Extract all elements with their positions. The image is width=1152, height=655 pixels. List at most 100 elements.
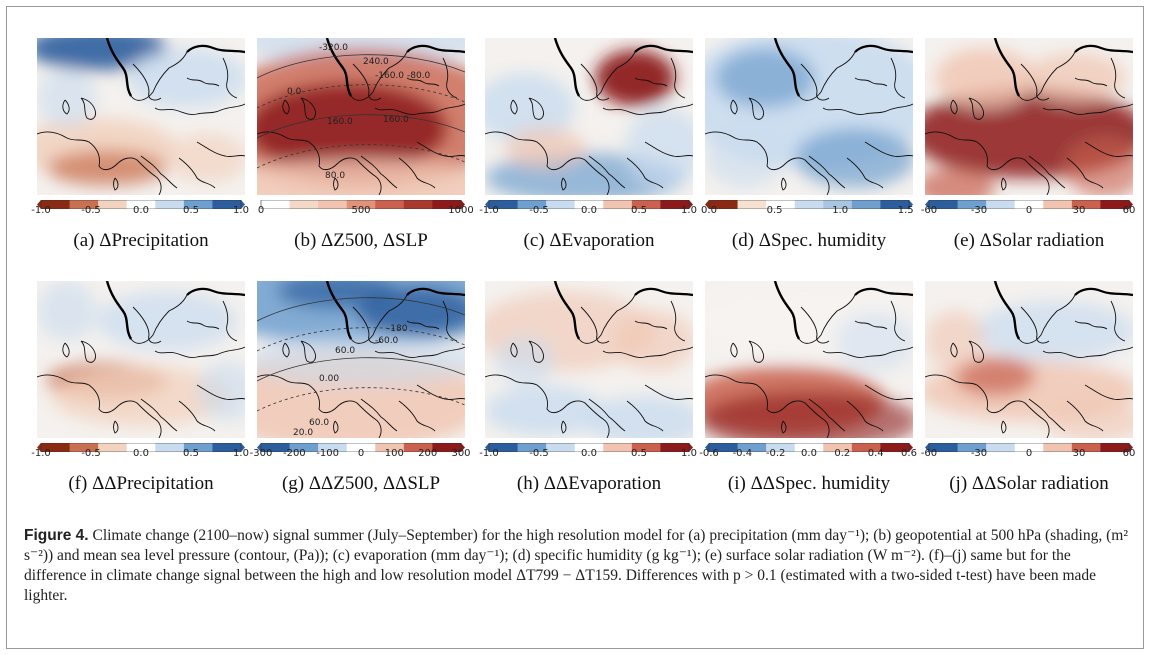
colorbar-ticks-b: 0 500 1000	[257, 205, 474, 219]
tick-label: 0.5	[183, 448, 199, 459]
colorbar-d	[705, 196, 913, 210]
colorbar-ticks-j: -60 -30 0 30 60	[921, 448, 1136, 462]
panel-caption-j: (j) ΔΔSolar radiation	[949, 473, 1109, 494]
tick-label: -0.5	[81, 205, 101, 216]
panel-caption-g: (g) ΔΔZ500, ΔΔSLP	[281, 473, 441, 494]
tick-label: 0.0	[133, 205, 149, 216]
contour-label: 80.0	[325, 171, 345, 181]
tick-label: 0	[257, 205, 265, 216]
contour-label: 0.0	[287, 87, 302, 97]
figure-caption: Figure 4. Climate change (2100–now) sign…	[24, 526, 1129, 606]
panel-caption-f: (f) ΔΔPrecipitation	[68, 473, 214, 494]
colorbar-ticks-i: -0.6 -0.4 -0.2 0.0 0.2 0.4 0.6	[699, 448, 917, 462]
map-h	[485, 281, 693, 438]
tick-label: -0.6	[699, 448, 719, 459]
tick-label: -60	[920, 205, 938, 216]
panel-j: -60 -30 0 30 60	[921, 281, 1136, 462]
tick-label: -30	[970, 448, 988, 459]
panel-caption-d: (d) ΔSpec. humidity	[731, 230, 887, 251]
contour-label: 160.0	[383, 115, 409, 125]
panel-a: -1.0 -0.5 0.0 0.5 1.0	[31, 38, 249, 219]
colorbar-f	[37, 439, 245, 453]
contour-label: 160.0	[327, 117, 353, 127]
contour-label: -60.0	[375, 336, 399, 346]
tick-label: 1.0	[681, 205, 697, 216]
tick-label: 1.5	[897, 205, 914, 216]
panel-caption-h: (h) ΔΔEvaporation	[516, 473, 662, 494]
tick-label: 300	[451, 448, 471, 459]
tick-label: -1.0	[479, 448, 499, 459]
colorbar-j	[925, 439, 1133, 453]
tick-label: 1000	[448, 205, 474, 216]
contour-label: -160.0	[375, 71, 404, 81]
contour-label: 60.0	[309, 418, 329, 428]
panel-d: 0.0 0.5 1.0 1.5	[701, 38, 914, 219]
map-c	[485, 38, 693, 195]
tick-label: 1.0	[681, 448, 697, 459]
map-j	[925, 281, 1133, 438]
contour-label: -320.0	[319, 43, 348, 53]
colorbar-ticks-a: -1.0 -0.5 0.0 0.5 1.0	[31, 205, 249, 219]
tick-label: 0.0	[701, 205, 717, 216]
panel-e: -60 -30 0 30 60	[921, 38, 1136, 219]
tick-label: 0.4	[867, 448, 884, 459]
tick-label: 0.0	[581, 205, 597, 216]
colorbar-ticks-h: -1.0 -0.5 0.0 0.5 1.0	[479, 448, 697, 462]
tick-label: -0.4	[732, 448, 753, 459]
panel-h: -1.0 -0.5 0.0 0.5 1.0	[479, 281, 697, 462]
colorbar-a	[37, 196, 245, 210]
tick-label: -200	[282, 448, 306, 459]
tick-label: 0	[1025, 205, 1033, 216]
colorbar-ticks-c: -1.0 -0.5 0.0 0.5 1.0	[479, 205, 697, 219]
contour-label: 0.00	[319, 374, 339, 384]
figure-frame	[6, 6, 1144, 649]
tick-label: 0.0	[581, 448, 597, 459]
tick-label: 0.6	[901, 448, 917, 459]
panel-f: -1.0 -0.5 0.0 0.5 1.0	[31, 281, 249, 462]
tick-label: 1.0	[233, 448, 249, 459]
tick-label: -0.5	[529, 205, 549, 216]
tick-label: 60	[1122, 205, 1136, 216]
tick-label: -60	[920, 448, 938, 459]
colorbar-ticks-f: -1.0 -0.5 0.0 0.5 1.0	[31, 448, 249, 462]
tick-label: -1.0	[31, 448, 51, 459]
map-i	[705, 281, 913, 438]
tick-label: -0.5	[529, 448, 549, 459]
tick-label: 100	[384, 448, 404, 459]
tick-label: 1.0	[832, 205, 849, 216]
contour-label: -180	[387, 324, 408, 334]
figure-label: Figure 4.	[24, 527, 89, 544]
tick-label: -300	[249, 448, 273, 459]
colorbar-ticks-g: -300 -200 -100 0 100 200 300	[250, 448, 471, 462]
contour-label: -80.0	[407, 71, 431, 81]
tick-label: 0.5	[183, 205, 199, 216]
panel-caption-i: (i) ΔΔSpec. humidity	[727, 473, 891, 494]
tick-label: 200	[418, 448, 438, 459]
panel-caption-a: (a) ΔPrecipitation	[73, 230, 209, 251]
colorbar-ticks-e: -60 -30 0 30 60	[921, 205, 1136, 219]
map-d	[705, 38, 913, 195]
tick-label: -1.0	[479, 205, 499, 216]
tick-label: -0.2	[765, 448, 786, 459]
colorbar-h	[485, 439, 693, 453]
map-b: -320.0 240.0 -160.0 -80.0 0.0 160.0 160.0 80.0	[257, 38, 465, 195]
panel-b: -320.0 240.0 -160.0 -80.0 0.0 160.0 160.0 80.0 0…	[257, 38, 474, 219]
colorbar-e	[925, 196, 1133, 210]
tick-label: 60	[1122, 448, 1136, 459]
panel-i: -0.6 -0.4 -0.2 0.0 0.2 0.4 0.6	[699, 281, 917, 462]
tick-label: -100	[316, 448, 340, 459]
contour-label: 240.0	[363, 57, 389, 67]
tick-label: 30	[1072, 205, 1086, 216]
tick-label: 0.5	[631, 448, 647, 459]
tick-label: -0.5	[81, 448, 101, 459]
tick-label: 1.0	[233, 205, 249, 216]
tick-label: 0.5	[631, 205, 647, 216]
tick-label: 0	[357, 448, 365, 459]
tick-label: 0.2	[834, 448, 851, 459]
tick-label: -30	[970, 205, 988, 216]
tick-label: 30	[1072, 448, 1086, 459]
contour-label: 20.0	[293, 428, 313, 438]
colorbar-g	[257, 439, 465, 453]
tick-label: 0	[1025, 448, 1033, 459]
colorbar-ticks-d: 0.0 0.5 1.0 1.5	[701, 205, 914, 219]
